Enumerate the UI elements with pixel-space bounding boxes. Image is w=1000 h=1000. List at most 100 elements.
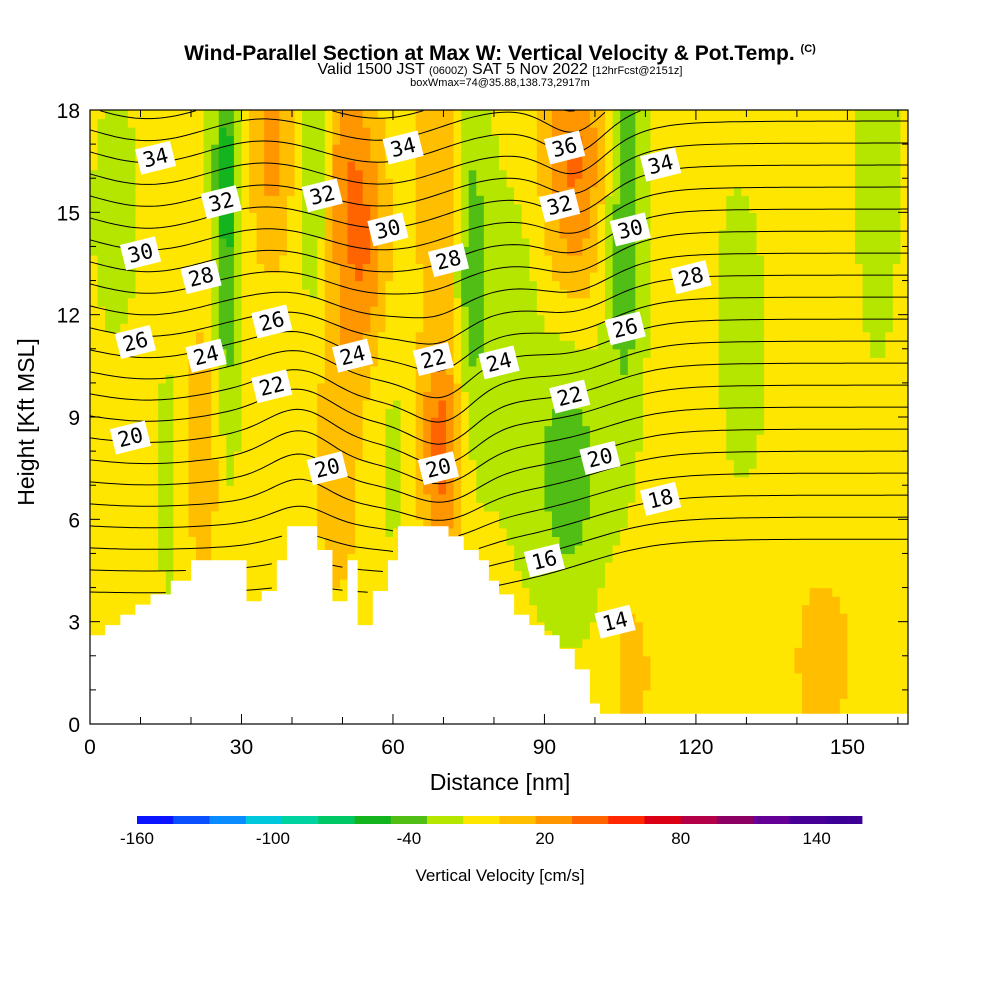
velocity-cell [461,519,500,529]
velocity-cell [892,323,908,333]
velocity-cell [642,417,727,427]
velocity-cell [567,237,583,248]
colorbar-swatch [427,816,464,824]
velocity-cell [203,152,212,162]
velocity-cell [415,510,432,520]
velocity-cell [483,272,530,282]
velocity-cell [362,451,386,461]
velocity-cell [173,561,197,572]
velocity-cell [430,519,455,529]
velocity-cell [241,135,250,145]
velocity-cell [430,434,447,444]
velocity-cell [854,212,902,222]
velocity-cell [461,186,470,196]
velocity-cell [589,272,606,282]
velocity-cell [559,229,591,239]
isentrope-label-box [523,543,566,578]
velocity-cell [173,417,190,427]
velocity-cell [377,203,394,213]
velocity-cell [635,144,652,154]
velocity-cell [317,510,356,520]
isentrope-line [90,274,908,345]
velocity-cell [552,519,583,529]
velocity-cell [847,681,908,691]
velocity-cell [476,357,621,367]
velocity-cell [726,195,750,205]
velocity-cell [506,536,561,546]
velocity-cell [582,408,644,418]
velocity-cell [392,246,417,256]
velocity-cell [173,519,190,529]
velocity-cell [173,391,190,401]
velocity-cell [438,408,447,418]
velocity-cell [392,399,402,410]
velocity-cell [718,382,765,393]
velocity-cell [233,323,243,333]
velocity-cell [445,442,455,452]
velocity-cell [453,476,462,486]
velocity-cell [218,237,227,248]
velocity-cell [900,254,908,265]
velocity-cell [529,246,546,256]
velocity-cell [264,178,280,188]
velocity-cell [627,621,644,631]
velocity-cell [438,399,447,410]
velocity-cell [233,127,243,137]
velocity-cell [241,212,258,222]
velocity-cell [218,502,318,512]
isentrope-label-box [382,130,424,165]
velocity-cell [279,110,296,120]
velocity-cell [650,246,720,256]
velocity-cell [135,280,212,290]
isentrope-label: 24 [478,345,520,380]
velocity-cell [847,664,908,674]
velocity-cell [377,331,417,341]
velocity-cell [370,254,379,265]
velocity-cell [317,493,356,503]
velocity-cell [173,408,190,418]
velocity-cell [226,476,235,486]
velocity-cell [718,246,758,256]
velocity-cell [249,135,265,145]
velocity-cell [233,314,243,324]
velocity-cell [233,272,243,282]
velocity-cell [385,459,402,469]
velocity-cell [521,212,546,222]
velocity-cell [854,127,902,137]
velocity-cell [461,229,470,239]
velocity-cell [347,237,371,248]
velocity-cell [90,127,99,137]
velocity-cell [362,272,379,282]
velocity-cell [135,254,212,265]
velocity-cell [483,502,546,512]
velocity-cell [589,195,606,205]
velocity-cell [635,246,652,256]
velocity-cell [733,459,758,469]
velocity-cell [461,442,470,452]
isentrope-line [90,406,908,485]
velocity-cell [453,442,462,452]
velocity-cell [900,229,908,239]
velocity-cell [612,263,636,273]
velocity-cell [385,510,402,520]
velocity-cell [453,280,462,290]
velocity-cell [218,272,235,282]
isentrope-label-text: 22 [555,382,585,411]
velocity-cell [423,280,455,290]
velocity-cell [468,417,553,427]
velocity-cell [362,408,386,418]
velocity-cell [90,365,190,375]
velocity-cell [203,127,220,137]
velocity-cell [764,297,864,307]
velocity-cell [385,468,402,478]
velocity-cell [476,178,508,188]
velocity-cell [483,246,530,256]
velocity-cell [211,178,220,188]
velocity-cell [362,399,394,410]
isentrope-label-text: 30 [373,215,403,244]
velocity-cell [582,169,599,179]
velocity-cell [461,314,470,324]
velocity-cell [612,289,636,299]
velocity-cell [233,186,243,196]
velocity-cell [461,536,508,546]
